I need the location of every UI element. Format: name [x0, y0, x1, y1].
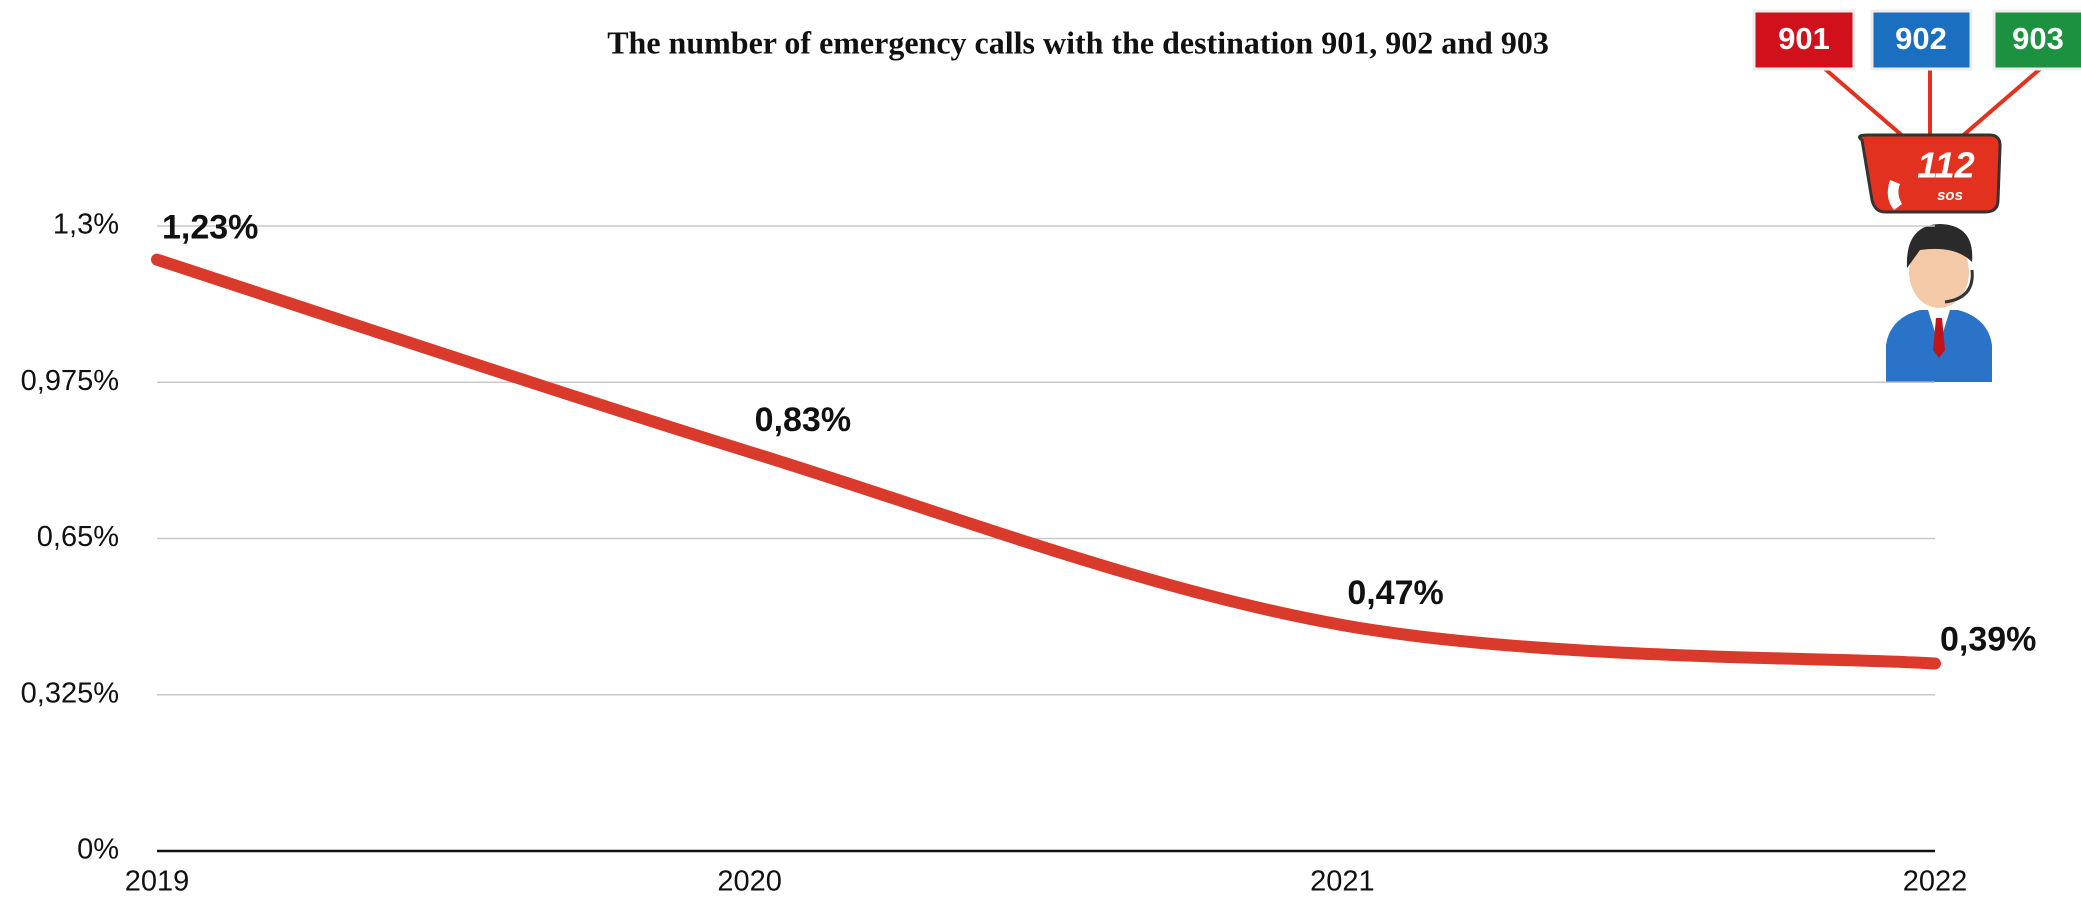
connector: [1958, 67, 2042, 140]
badge-label: 903: [2012, 21, 2064, 56]
data-label: 1,23%: [162, 209, 258, 247]
y-tick-label: 1,3%: [53, 209, 119, 241]
person-head: [1909, 236, 1969, 308]
y-tick-label: 0,975%: [21, 365, 119, 397]
x-tick-label: 2021: [1310, 866, 1375, 898]
data-label: 0,47%: [1347, 574, 1443, 612]
y-tick-label: 0,325%: [21, 677, 119, 709]
badge-901: [1752, 9, 1856, 71]
x-tick-label: 2020: [717, 866, 782, 898]
y-tick-label: 0,65%: [37, 521, 119, 553]
sos-text: sos: [1937, 187, 1963, 204]
badge-903: [1992, 9, 2081, 71]
badge-label: 902: [1895, 21, 1947, 56]
badge-label: 901: [1778, 21, 1830, 56]
badge-902: [1870, 9, 1973, 71]
sos-number: 112: [1917, 145, 1974, 186]
x-tick-label: 2019: [125, 866, 190, 898]
x-tick-label: 2022: [1903, 866, 1968, 898]
phone-icon: [1887, 180, 1902, 210]
chart-title: The number of emergency calls with the d…: [607, 24, 1549, 60]
person-hair: [1906, 224, 1973, 268]
data-label: 0,83%: [755, 401, 851, 439]
icon: 901 902 903 112 sos: [1752, 9, 2081, 382]
person-tie: [1933, 318, 1945, 358]
line: [151, 253, 1941, 670]
headset: [1944, 269, 1974, 304]
data-label: 0,39%: [1940, 620, 2036, 658]
connector: [1823, 67, 1907, 140]
y-tick-label: 0%: [77, 834, 119, 866]
